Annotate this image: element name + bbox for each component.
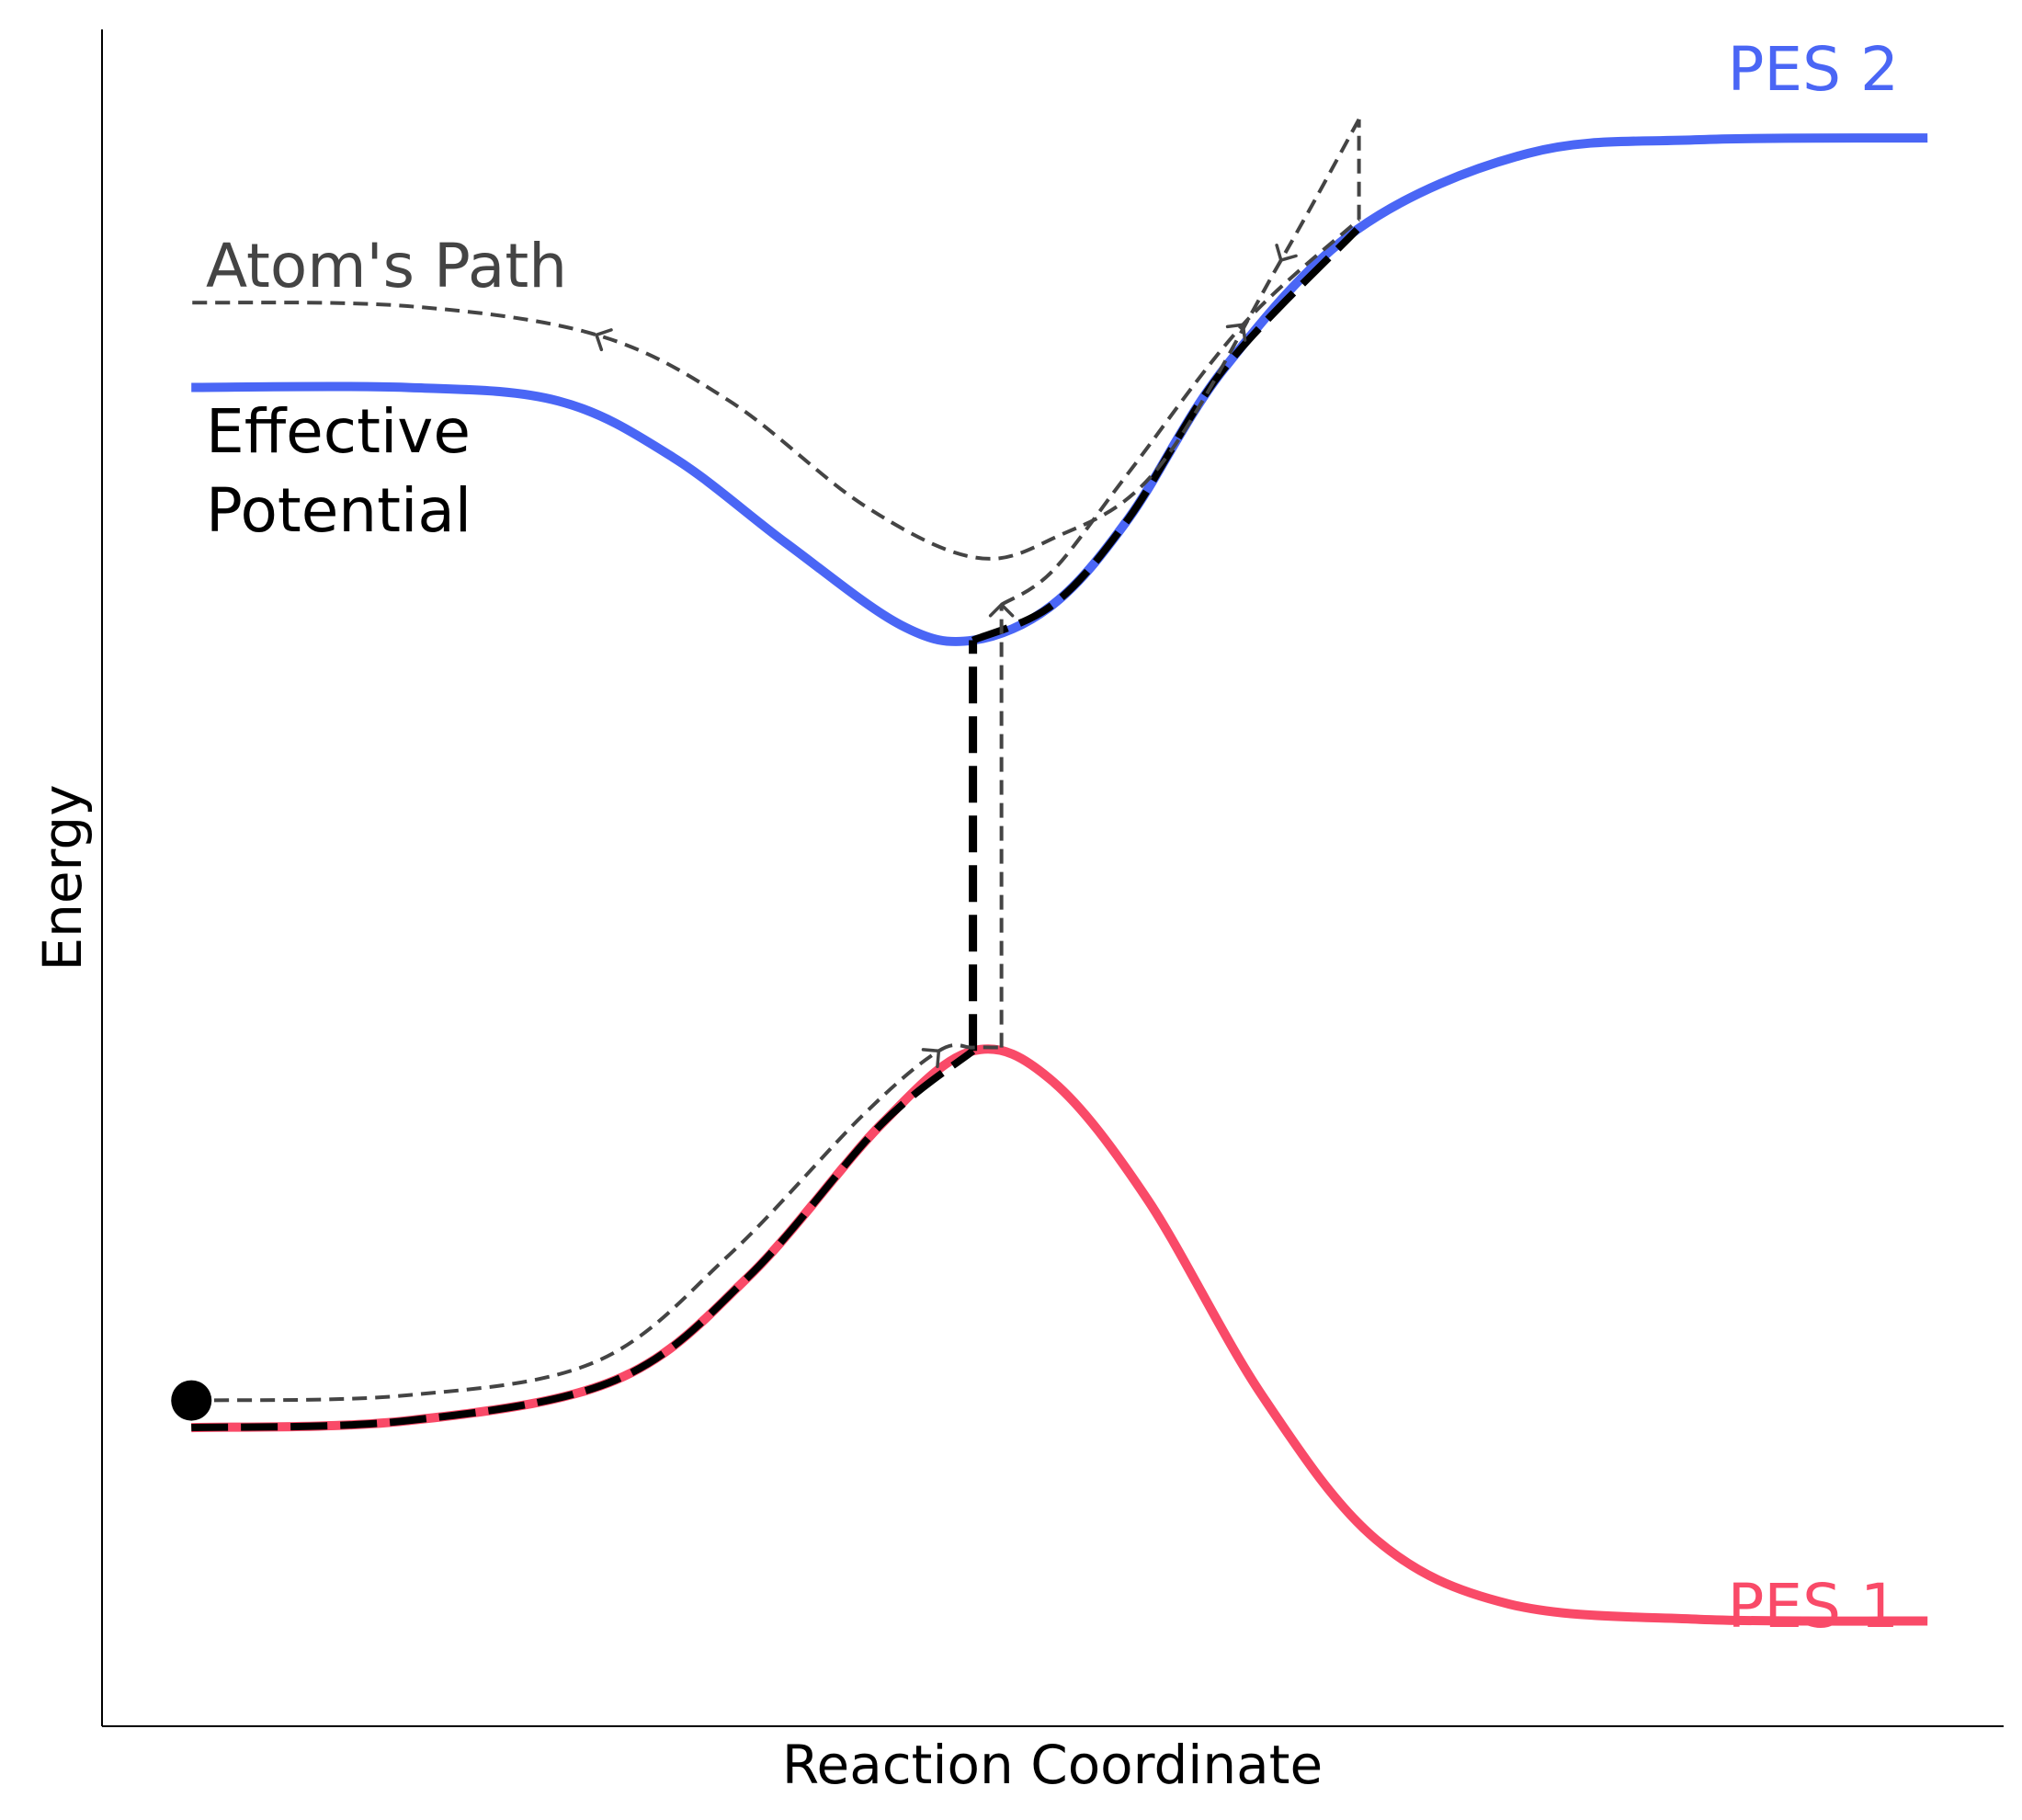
effective-potential-upper (971, 227, 1360, 644)
atom-path-segment (191, 1042, 1002, 1403)
atom-path-segment (1000, 218, 1360, 607)
x-axis-label: Reaction Coordinate (782, 1734, 1323, 1796)
atom-path-arrow (1275, 243, 1298, 262)
atom-path-arrow (921, 1048, 941, 1068)
y-axis-label: Energy (31, 784, 94, 971)
series-layer (171, 118, 1928, 1626)
annotation-atom-s-path: Atom's Path (206, 231, 567, 301)
annotation-potential: Potential (206, 475, 471, 546)
annotation-pes-2: PES 2 (1728, 34, 1899, 105)
atom-path-arrow (595, 328, 613, 352)
annotation-effective: Effective (206, 396, 471, 467)
start-marker (171, 1380, 212, 1421)
annotation-pes-1: PES 1 (1728, 1571, 1899, 1642)
annotation-layer: PES 2 PES 1 Atom's Path Effective Potential (206, 34, 1899, 1642)
effective-potential-lower (191, 1048, 976, 1432)
series-line-pes-1 (191, 1044, 1928, 1626)
